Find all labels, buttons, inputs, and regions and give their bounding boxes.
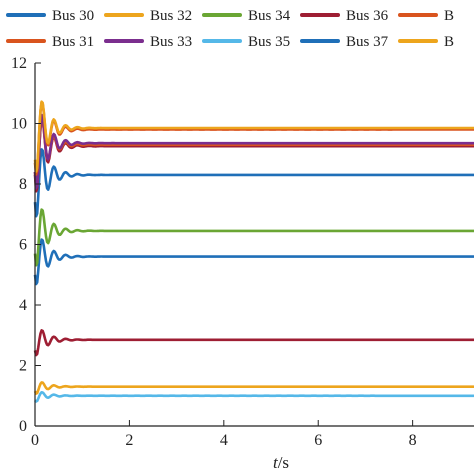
x-tick-label: 8 <box>409 432 417 449</box>
y-tick-label: 0 <box>19 418 27 435</box>
x-tick-label: 0 <box>31 432 39 449</box>
legend-item-bus-33: Bus 33 <box>104 34 192 50</box>
legend-label: Bus 36 <box>346 8 389 24</box>
legend-label: Bus 37 <box>346 34 389 50</box>
series-line-bus-32 <box>33 100 474 173</box>
axes: 0 2 4 6 8 10 12 0 2 4 6 8 <box>11 55 474 449</box>
legend-item-bus-34: Bus 34 <box>202 8 291 24</box>
series-line-bus-39 <box>33 381 474 395</box>
y-tick-label: 12 <box>11 55 27 72</box>
series-line-bus-36 <box>33 116 474 193</box>
y-tick-label: 6 <box>19 237 27 254</box>
legend: Bus 30 Bus 32 Bus 34 Bus 36 B Bus 31 Bus 33 Bus… <box>6 8 454 50</box>
legend-label: B <box>444 34 454 50</box>
series-line-bus-30 <box>33 148 474 218</box>
plot-lines <box>33 100 474 403</box>
x-tick-label: 6 <box>314 432 322 449</box>
legend-label: Bus 32 <box>150 8 192 24</box>
series-line-bus-29 <box>33 329 474 357</box>
legend-item-bus-32: Bus 32 <box>104 8 192 24</box>
series-line-bus-37 <box>33 238 474 286</box>
y-tick-label: 4 <box>19 297 27 314</box>
series-line-bus-31 <box>33 117 474 188</box>
x-axis-label: t/s <box>273 453 289 472</box>
legend-label: Bus 33 <box>150 34 192 50</box>
x-tick-label: 2 <box>125 432 133 449</box>
series-line-bus-38 <box>33 101 474 176</box>
x-tick-label: 4 <box>220 432 228 449</box>
y-tick-label: 2 <box>19 358 27 375</box>
legend-label: Bus 31 <box>52 34 94 50</box>
series-line-bus-34 <box>33 208 474 267</box>
series-line-bus-35 <box>34 390 474 403</box>
series-line-bus-33 <box>33 113 474 190</box>
legend-item-bus-31: Bus 31 <box>6 34 94 50</box>
legend-item-bus-39: B <box>398 34 454 50</box>
y-tick-label: 8 <box>19 176 27 193</box>
legend-item-bus-36: Bus 36 <box>300 8 389 24</box>
legend-item-bus-38: B <box>398 8 454 24</box>
y-tick-label: 10 <box>11 116 27 133</box>
legend-label: Bus 35 <box>248 34 290 50</box>
legend-item-bus-37: Bus 37 <box>300 34 389 50</box>
legend-label: B <box>444 8 454 24</box>
legend-item-bus-35: Bus 35 <box>202 34 290 50</box>
legend-label: Bus 30 <box>52 8 94 24</box>
legend-label: Bus 34 <box>248 8 291 24</box>
legend-item-bus-30: Bus 30 <box>6 8 94 24</box>
